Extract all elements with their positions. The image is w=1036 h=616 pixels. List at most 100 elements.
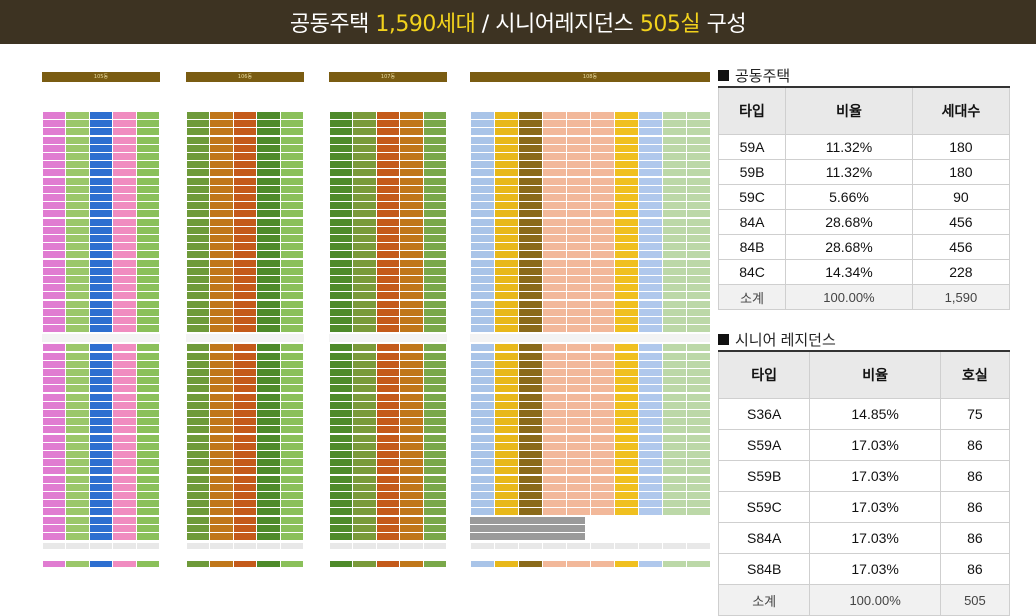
unit-cell [614, 352, 638, 360]
unit-cell [186, 369, 210, 376]
unit-cell [66, 533, 89, 540]
unit-cell [136, 467, 160, 475]
unit-cell [280, 128, 304, 136]
unit-cell [376, 128, 400, 136]
unit-cell [42, 516, 66, 524]
unit-cell [423, 177, 447, 185]
unit-cell [186, 385, 210, 393]
unit-cell [329, 210, 353, 218]
unit-cell [113, 352, 136, 360]
unit-cell [494, 292, 518, 300]
unit-cell [518, 202, 542, 210]
unit-cell [280, 169, 304, 177]
unit-line-label [280, 543, 304, 550]
unit-cell [662, 144, 686, 152]
unit-cell [686, 442, 710, 450]
unit-cell [614, 483, 638, 491]
unit-line-label [89, 543, 113, 550]
unit-cell [233, 385, 257, 393]
table-cell: S84A [717, 522, 811, 554]
unit-cell [494, 442, 518, 450]
unit-line-label [257, 543, 280, 550]
table-cell: 17.03% [809, 553, 941, 585]
unit-cell [542, 226, 566, 234]
unit-cell [686, 451, 710, 458]
unit-cell [353, 475, 376, 483]
unit-cell [186, 492, 210, 499]
unit-cell [614, 177, 638, 185]
unit-cell [400, 459, 423, 467]
unit-cell [423, 360, 447, 368]
unit-cell [329, 153, 353, 160]
unit-cell [614, 251, 638, 259]
unit-cell [686, 344, 710, 352]
unit-cell [376, 475, 400, 483]
unit-cell [423, 410, 447, 417]
unit-cell [494, 243, 518, 251]
unit-cell [66, 426, 89, 434]
unit-cell [257, 243, 280, 251]
unit-cell [210, 410, 233, 417]
unit-cell [376, 284, 400, 292]
unit-cell [614, 377, 638, 385]
unit-line-label [233, 543, 257, 550]
unit-cell [518, 426, 542, 434]
unit-cell [89, 194, 113, 201]
unit-cell [329, 524, 353, 532]
unit-cell [470, 467, 494, 475]
unit-cell [233, 169, 257, 177]
unit-cell [400, 136, 423, 144]
unit-cell [353, 292, 376, 300]
unit-cell [66, 259, 89, 267]
unit-cell [89, 418, 113, 426]
unit-cell [186, 210, 210, 218]
table-header: 비율 [785, 86, 913, 135]
unit-cell [614, 218, 638, 226]
unit-cell [590, 418, 614, 426]
unit-cell [400, 202, 423, 210]
unit-cell [113, 144, 136, 152]
unit-cell [518, 401, 542, 409]
table-total-cell: 소계 [717, 584, 811, 616]
unit-cell [614, 202, 638, 210]
unit-cell [566, 284, 590, 292]
unit-cell [210, 276, 233, 283]
unit-cell [566, 434, 590, 442]
unit-cell [470, 475, 494, 483]
unit-cell [136, 524, 160, 532]
unit-cell [186, 451, 210, 458]
unit-cell [233, 475, 257, 483]
unit-cell [66, 500, 89, 508]
unit-cell [233, 177, 257, 185]
unit-cell [470, 226, 494, 234]
unit-type-swatch [376, 561, 400, 568]
unit-cell [542, 276, 566, 283]
unit-cell [638, 508, 662, 516]
unit-cell [376, 508, 400, 516]
unit-cell [638, 284, 662, 292]
unit-cell [210, 401, 233, 409]
unit-cell [518, 267, 542, 275]
unit-cell [590, 300, 614, 308]
unit-cell [542, 360, 566, 368]
unit-cell [542, 300, 566, 308]
unit-cell [566, 500, 590, 508]
unit-cell [590, 136, 614, 144]
unit-cell [233, 251, 257, 259]
unit-type-swatch [686, 561, 710, 568]
unit-cell [566, 128, 590, 136]
unit-cell [494, 202, 518, 210]
unit-cell [494, 259, 518, 267]
unit-cell [376, 317, 400, 324]
unit-cell [470, 128, 494, 136]
unit-line-label [66, 543, 89, 550]
unit-cell [542, 393, 566, 401]
unit-cell [257, 508, 280, 516]
unit-cell [400, 153, 423, 160]
unit-cell [376, 385, 400, 393]
unit-cell [66, 385, 89, 393]
unit-cell [518, 317, 542, 324]
unit-cell [42, 325, 66, 333]
unit-cell [542, 112, 566, 119]
unit-cell [329, 344, 353, 352]
